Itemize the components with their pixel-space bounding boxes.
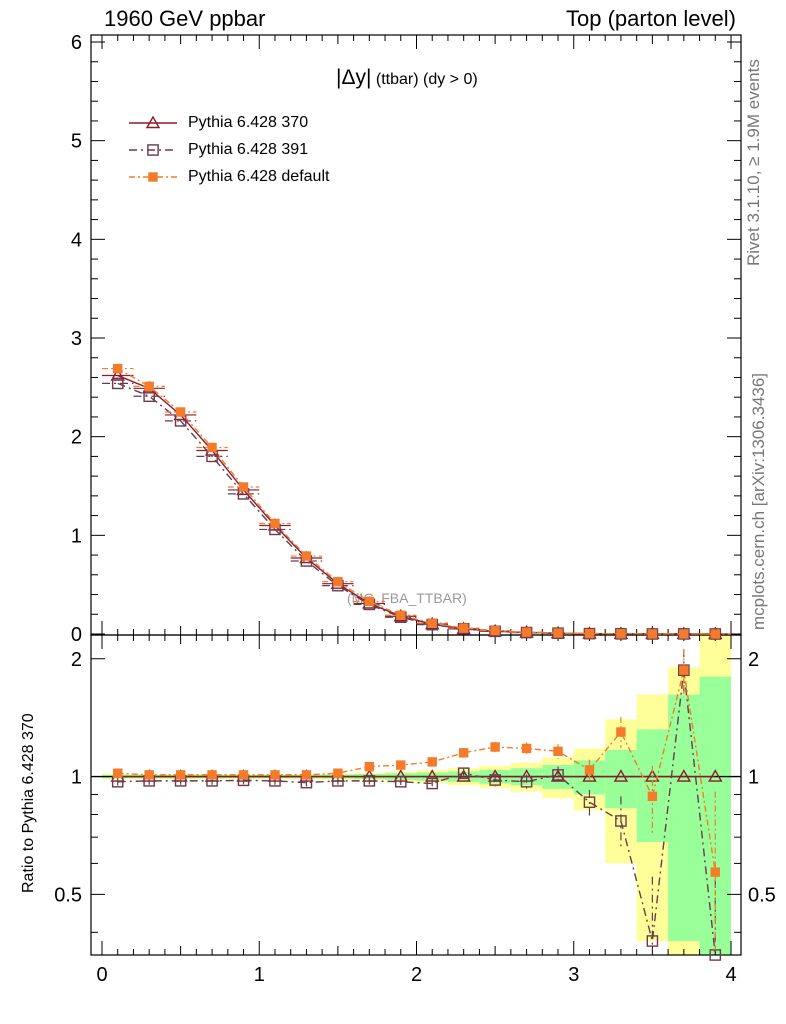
ratio-data-point: [456, 769, 471, 782]
ratio-data-point: [708, 769, 723, 782]
main-data-point: [364, 596, 375, 607]
legend-marker-sample-0: [145, 115, 161, 129]
ratio-data-point: [238, 770, 249, 780]
main-data-point: [238, 482, 249, 492]
ratio-data-point: [394, 775, 407, 788]
main-data-point: [144, 381, 154, 392]
x-tick-label: 0: [96, 964, 107, 986]
main-data-point: [270, 518, 280, 529]
ratio-data-point: [613, 769, 629, 782]
plot-title-sub: (ttbar) (dy > 0): [375, 71, 478, 88]
legend-label-370: Pythia 6.428 370: [188, 114, 309, 131]
main-data-point: [113, 363, 123, 374]
ratio-data-point: [364, 761, 375, 772]
ratio-data-point: [583, 796, 596, 809]
main-data-point: [207, 442, 217, 453]
ratio-data-point: [363, 775, 376, 787]
ratio-data-point: [396, 760, 406, 770]
ratio-data-point: [458, 748, 469, 758]
main-y-tick-label: 1: [71, 525, 82, 547]
legend-label-391: Pythia 6.428 391: [188, 141, 309, 158]
ratio-data-point: [647, 791, 658, 802]
main-data-point: [111, 377, 124, 390]
main-series-line-2: [117, 367, 716, 635]
ratio-y-tick-label-left: 0.5: [54, 884, 82, 906]
ratio-data-point: [520, 775, 533, 788]
ratio-data-point: [301, 770, 312, 780]
x-tick-label: 3: [568, 964, 579, 986]
main-data-point: [490, 625, 500, 636]
main-data-point: [584, 628, 595, 639]
main-data-point: [143, 390, 155, 403]
main-data-point: [458, 623, 469, 633]
ratio-y-tick-label-left: 2: [71, 649, 82, 671]
ratio-data-point: [550, 769, 566, 782]
header-energy-label: 1960 GeV ppbar: [104, 6, 266, 31]
ratio-data-point: [552, 769, 564, 781]
main-y-tick-label: 6: [71, 32, 82, 54]
main-data-point: [647, 629, 658, 639]
ratio-data-point: [207, 770, 217, 780]
plot-title-main: |Δy|: [336, 66, 372, 89]
ratio-data-point: [616, 727, 626, 737]
ratio-data-point: [175, 770, 186, 780]
main-data-point: [175, 407, 186, 417]
ratio-data-point: [679, 665, 689, 675]
ratio-data-point: [615, 815, 627, 827]
ratio-data-point: [521, 743, 532, 754]
ratio-data-point: [584, 765, 595, 775]
ratio-data-point: [710, 867, 720, 877]
main-data-point: [396, 610, 406, 620]
ratio-y-tick-label-left: 1: [71, 767, 82, 789]
main-data-point: [553, 628, 563, 638]
main-data-point: [301, 551, 312, 561]
header-process-label: Top (parton level): [566, 6, 736, 31]
ratio-data-point: [489, 774, 501, 786]
x-tick-label: 2: [411, 964, 422, 986]
ratio-data-point: [427, 757, 437, 767]
ratio-band-inner-bin: [668, 694, 700, 942]
main-y-tick-label: 3: [71, 328, 82, 350]
x-tick-label: 4: [725, 964, 736, 986]
ratio-y-tick-label-right: 2: [748, 649, 759, 671]
ratio-data-point: [646, 935, 659, 947]
ratio-data-point: [426, 777, 439, 790]
ratio-data-point: [490, 742, 500, 752]
ratio-data-point: [676, 769, 692, 782]
main-data-point: [521, 627, 532, 637]
main-data-point: [110, 368, 125, 381]
main-y-tick-label: 2: [71, 427, 82, 449]
legend-label-default: Pythia 6.428 default: [188, 168, 330, 185]
ratio-data-point: [553, 746, 563, 757]
ratio-data-point: [113, 768, 123, 778]
main-y-tick-label: 5: [71, 131, 82, 153]
main-data-point: [427, 618, 437, 628]
main-data-point: [616, 629, 626, 639]
main-data-point: [710, 629, 720, 639]
main-data-point: [679, 629, 689, 639]
plot-title: |Δy| (ttbar) (dy > 0): [336, 66, 478, 90]
main-y-tick-label: 4: [71, 229, 82, 251]
main-series-line-1: [117, 382, 716, 635]
ratio-data-point: [457, 767, 470, 780]
ratio-y-tick-label-right: 0.5: [748, 884, 776, 906]
main-y-tick-label: 0: [71, 624, 82, 646]
ratio-data-point: [582, 769, 597, 782]
ratio-data-point: [270, 770, 280, 780]
main-data-point: [333, 577, 343, 587]
main-series-line-0: [117, 374, 716, 635]
legend-marker-sample-1: [147, 144, 159, 156]
ratio-data-point: [144, 770, 154, 780]
legend-marker-sample-2: [148, 172, 158, 182]
ratio-y-tick-label-right: 1: [748, 767, 759, 789]
ratio-data-point: [333, 768, 343, 778]
x-tick-label: 1: [254, 964, 265, 986]
ratio-series-line-2: [117, 670, 716, 873]
